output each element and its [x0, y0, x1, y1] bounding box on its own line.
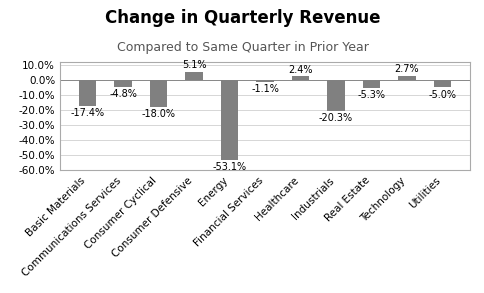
Text: Compared to Same Quarter in Prior Year: Compared to Same Quarter in Prior Year: [116, 41, 368, 54]
Text: -53.1%: -53.1%: [212, 162, 246, 172]
Text: -20.3%: -20.3%: [318, 113, 352, 123]
Bar: [433, 80, 451, 88]
Text: 5.1%: 5.1%: [182, 60, 206, 71]
Text: -17.4%: -17.4%: [70, 108, 105, 118]
Bar: [326, 80, 344, 110]
Text: 2.4%: 2.4%: [287, 64, 312, 74]
Text: -18.0%: -18.0%: [141, 109, 175, 119]
Bar: [114, 80, 132, 87]
Bar: [220, 80, 238, 160]
Bar: [185, 72, 202, 80]
Bar: [150, 80, 167, 107]
Text: -5.0%: -5.0%: [427, 90, 455, 100]
Bar: [291, 76, 309, 80]
Bar: [397, 76, 415, 80]
Bar: [78, 80, 96, 106]
Bar: [362, 80, 379, 88]
Text: -1.1%: -1.1%: [251, 84, 278, 94]
Bar: [256, 80, 273, 82]
Text: Change in Quarterly Revenue: Change in Quarterly Revenue: [105, 9, 379, 27]
Text: 2.7%: 2.7%: [394, 64, 419, 74]
Text: -4.8%: -4.8%: [109, 89, 136, 99]
Text: -5.3%: -5.3%: [357, 90, 385, 100]
